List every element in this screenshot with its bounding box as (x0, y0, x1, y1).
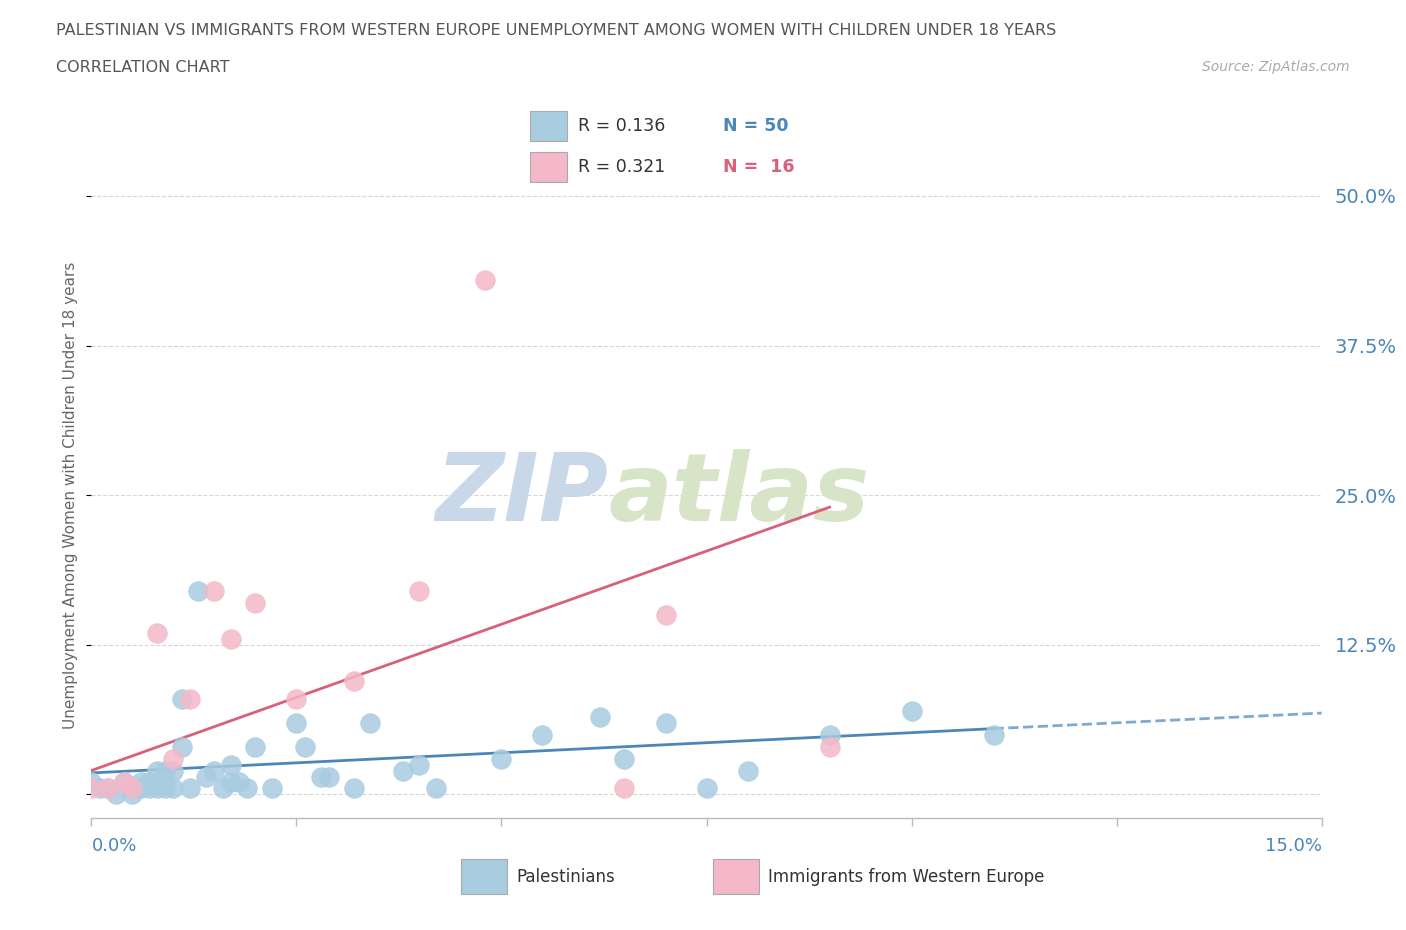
Point (121, 781, 143, 796)
Point (408, 757, 430, 772)
Text: N =  16: N = 16 (723, 158, 794, 176)
FancyBboxPatch shape (530, 152, 568, 182)
Point (146, 764, 169, 778)
Point (245, 595, 267, 610)
Point (818, 727, 841, 742)
Point (219, 757, 242, 772)
Text: R = 0.136: R = 0.136 (578, 117, 665, 135)
Point (162, 764, 184, 778)
Text: PALESTINIAN VS IMMIGRANTS FROM WESTERN EUROPE UNEMPLOYMENT AMONG WOMEN WITH CHIL: PALESTINIAN VS IMMIGRANTS FROM WESTERN E… (56, 23, 1056, 38)
Point (97, 781, 120, 796)
FancyBboxPatch shape (530, 112, 568, 141)
Point (121, 787, 143, 802)
Text: Palestinians: Palestinians (517, 868, 616, 885)
Point (89, 781, 111, 796)
Point (695, 781, 717, 796)
Point (654, 715, 676, 730)
Text: Source: ZipAtlas.com: Source: ZipAtlas.com (1202, 60, 1350, 74)
Point (162, 751, 184, 766)
Point (245, 739, 267, 754)
Y-axis label: Unemployment Among Women with Children Under 18 years: Unemployment Among Women with Children U… (63, 261, 79, 729)
Text: ZIP: ZIP (436, 449, 607, 541)
Point (236, 781, 259, 796)
Point (285, 691, 308, 706)
Text: N = 50: N = 50 (723, 117, 789, 135)
Point (153, 764, 177, 778)
Point (170, 691, 193, 706)
Point (179, 781, 201, 796)
Point (153, 775, 177, 790)
Point (187, 583, 209, 598)
Point (294, 739, 316, 754)
Point (121, 781, 143, 796)
Point (343, 781, 366, 796)
Point (531, 727, 554, 742)
Point (202, 764, 225, 778)
Point (318, 769, 340, 784)
Point (80, 775, 103, 790)
Point (105, 787, 127, 802)
Point (153, 781, 177, 796)
Point (146, 781, 169, 796)
Point (408, 583, 430, 598)
Point (112, 775, 135, 790)
Point (613, 781, 636, 796)
Point (613, 751, 636, 766)
Point (162, 781, 184, 796)
Point (179, 691, 201, 706)
Text: R = 0.321: R = 0.321 (578, 158, 665, 176)
Point (219, 775, 242, 790)
Text: 0.0%: 0.0% (91, 837, 136, 855)
Point (170, 739, 193, 754)
Point (474, 272, 496, 287)
Point (589, 710, 612, 724)
Point (392, 764, 415, 778)
Text: atlas: atlas (607, 449, 869, 541)
Point (983, 727, 1005, 742)
Text: CORRELATION CHART: CORRELATION CHART (56, 60, 229, 75)
Point (97, 781, 120, 796)
Point (359, 715, 381, 730)
Point (80, 781, 103, 796)
Point (654, 607, 676, 622)
Point (260, 781, 283, 796)
Point (195, 769, 218, 784)
Point (219, 631, 242, 646)
Text: 15.0%: 15.0% (1264, 837, 1322, 855)
Point (425, 781, 447, 796)
FancyBboxPatch shape (461, 858, 508, 895)
Point (138, 775, 160, 790)
Text: Immigrants from Western Europe: Immigrants from Western Europe (768, 868, 1045, 885)
Point (309, 769, 332, 784)
Point (900, 703, 922, 718)
FancyBboxPatch shape (713, 858, 759, 895)
Point (285, 715, 308, 730)
Point (737, 764, 759, 778)
Point (343, 673, 366, 688)
Point (112, 775, 135, 790)
Point (491, 751, 513, 766)
Point (228, 775, 250, 790)
Point (202, 583, 225, 598)
Point (129, 781, 152, 796)
Point (146, 626, 169, 641)
Point (211, 781, 233, 796)
Point (138, 781, 160, 796)
Point (129, 775, 152, 790)
Point (818, 739, 841, 754)
